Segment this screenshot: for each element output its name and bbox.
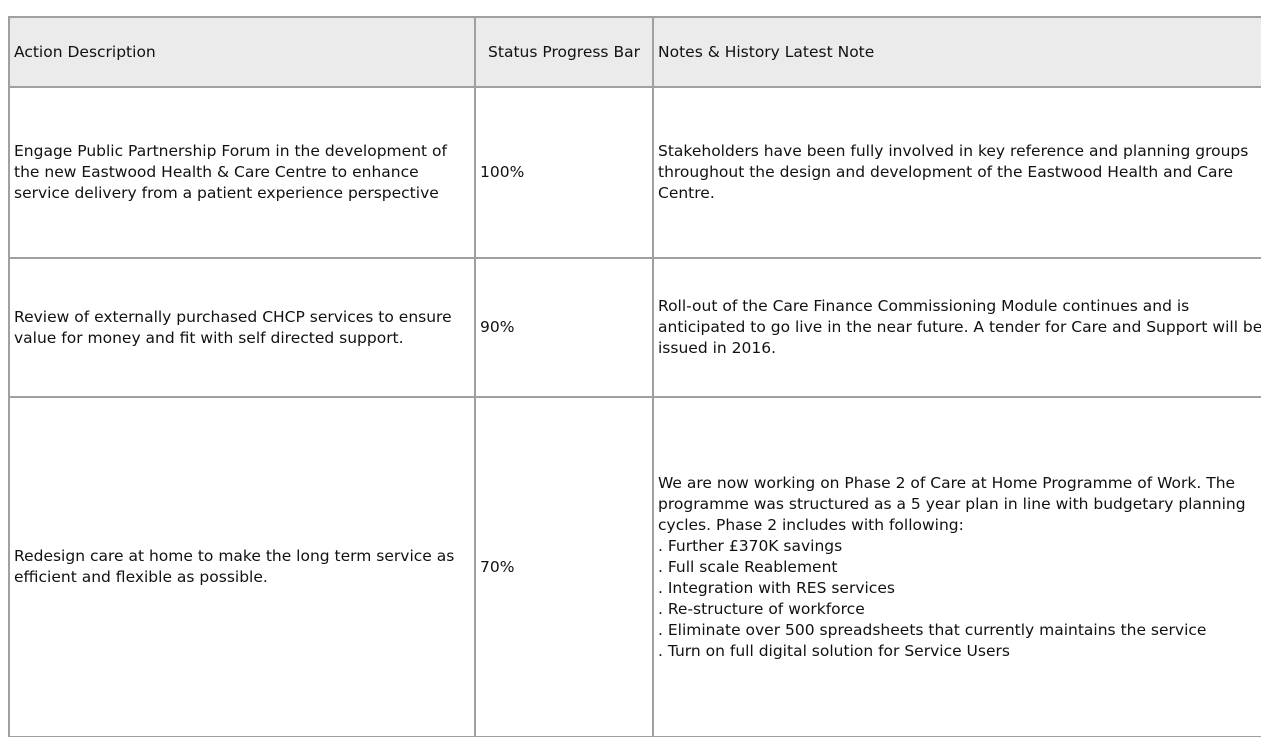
note-line: . Eliminate over 500 spreadsheets that c… — [658, 620, 1207, 639]
note-line: Stakeholders have been fully involved in… — [658, 142, 1249, 202]
progress-label: 100% — [480, 163, 525, 181]
progress-label: 70% — [480, 557, 515, 576]
progress-bar: 70% — [480, 557, 648, 578]
header-cell: Notes & History Latest Note — [652, 18, 1261, 88]
note-line: . Full scale Reablement — [658, 557, 838, 576]
progress-bar: 90% — [480, 317, 648, 338]
note-line: . Further £370K savings — [658, 536, 843, 555]
row: Redesign care at home to make the long t… — [8, 396, 1261, 737]
progress-bar: 100% — [480, 162, 648, 183]
note-line: Roll-out of the Care Finance Commissioni… — [658, 297, 1261, 357]
notes-cell: We are now working on Phase 2 of Care at… — [652, 396, 1261, 737]
action-cell: Review of externally purchased CHCP serv… — [8, 257, 476, 398]
notes-cell: Stakeholders have been fully involved in… — [652, 86, 1261, 259]
progress-label: 90% — [480, 318, 515, 336]
note-line: We are now working on Phase 2 of Care at… — [658, 473, 1246, 534]
note-line: . Re-structure of workforce — [658, 599, 865, 618]
notes-cell: Roll-out of the Care Finance Commissioni… — [652, 257, 1261, 398]
note-line: . Turn on full digital solution for Serv… — [658, 641, 1010, 660]
header-cell: Action Description — [8, 18, 476, 88]
row: Review of externally purchased CHCP serv… — [8, 257, 1261, 398]
progress-cell: 100% — [474, 86, 654, 259]
action-cell: Engage Public Partnership Forum in the d… — [8, 86, 476, 259]
progress-cell: 70% — [474, 396, 654, 737]
header-row: Action Description Status Progress Bar N… — [8, 18, 1261, 88]
header-cell: Status Progress Bar — [474, 18, 654, 88]
action-cell: Redesign care at home to make the long t… — [8, 396, 476, 737]
action-table: Action Description Status Progress Bar N… — [8, 18, 1261, 737]
table-body: Engage Public Partnership Forum in the d… — [8, 86, 1261, 737]
row: Engage Public Partnership Forum in the d… — [8, 86, 1261, 259]
progress-cell: 90% — [474, 257, 654, 398]
note-line: . Integration with RES services — [658, 578, 895, 597]
table-container: Action Description Status Progress Bar N… — [8, 16, 1261, 737]
